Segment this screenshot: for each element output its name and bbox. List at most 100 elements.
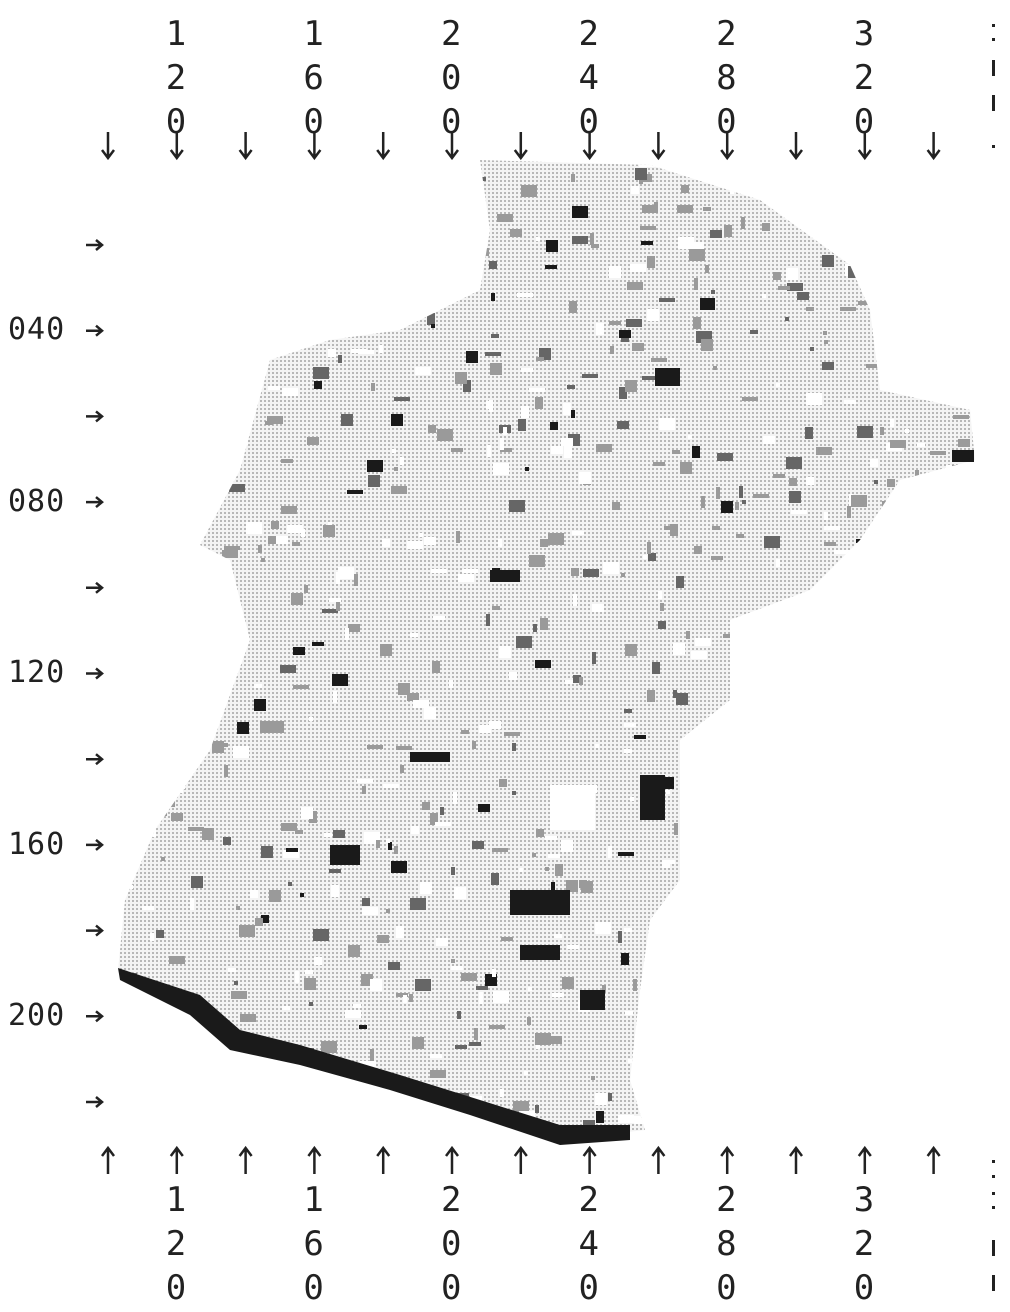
- right-arrow: [86, 926, 102, 936]
- speckle: [565, 680, 573, 684]
- speckle: [770, 1095, 778, 1107]
- speckle: [427, 313, 435, 325]
- speckle: [878, 221, 894, 233]
- speckle: [293, 685, 309, 689]
- speckle: [251, 346, 263, 358]
- speckle: [927, 811, 935, 823]
- speckle: [695, 638, 711, 646]
- speckle: [527, 1017, 531, 1025]
- speckle: [195, 434, 211, 438]
- speckle: [567, 945, 579, 949]
- speckle: [693, 1049, 701, 1057]
- speckle: [582, 374, 598, 378]
- speckle: [945, 322, 961, 326]
- speckle: [847, 506, 851, 518]
- speckle: [824, 526, 840, 530]
- speckle: [716, 942, 728, 950]
- speckle: [958, 439, 970, 447]
- block: [490, 570, 520, 582]
- speckle: [618, 931, 622, 943]
- speckle: [872, 1059, 888, 1063]
- speckle: [621, 573, 625, 577]
- speckle: [788, 619, 800, 623]
- speckle: [944, 1100, 956, 1108]
- speckle: [164, 1086, 172, 1098]
- speckle: [186, 273, 202, 281]
- speckle: [165, 171, 177, 175]
- speckle: [635, 168, 647, 180]
- speckle: [856, 539, 864, 543]
- speckle: [368, 475, 380, 487]
- speckle: [672, 450, 680, 454]
- edge-mark: [992, 1240, 995, 1256]
- speckle: [685, 1070, 701, 1082]
- speckle: [114, 261, 130, 273]
- speckle: [472, 741, 476, 749]
- top-column-label: 240: [574, 14, 604, 146]
- speckle: [428, 425, 436, 433]
- speckle: [595, 1093, 607, 1105]
- speckle: [331, 885, 339, 897]
- speckle: [826, 1065, 834, 1069]
- up-arrow: [240, 1148, 252, 1174]
- speckle: [338, 355, 342, 363]
- speckle: [873, 963, 889, 967]
- speckle: [624, 928, 632, 932]
- speckle: [461, 973, 477, 981]
- speckle: [829, 1022, 833, 1030]
- speckle: [824, 340, 828, 344]
- speckle: [826, 602, 834, 606]
- speckle: [748, 978, 752, 982]
- speckle: [697, 1062, 713, 1066]
- speckle: [705, 265, 709, 273]
- speckle: [540, 618, 548, 630]
- speckle: [841, 682, 845, 690]
- speckle: [386, 909, 390, 913]
- speckle: [683, 753, 699, 757]
- speckle: [634, 735, 646, 739]
- speckle: [725, 944, 741, 952]
- speckle: [329, 869, 341, 873]
- speckle: [161, 857, 165, 861]
- speckle: [477, 248, 489, 256]
- speckle: [881, 894, 893, 906]
- speckle: [177, 785, 185, 789]
- speckle: [561, 438, 573, 446]
- row-label: 080: [8, 487, 65, 517]
- speckle: [658, 621, 666, 629]
- speckle: [936, 818, 952, 822]
- speckle: [688, 435, 692, 439]
- right-arrow: [86, 411, 102, 421]
- speckle: [391, 861, 407, 873]
- speckle: [634, 1075, 650, 1083]
- speckle: [161, 196, 177, 200]
- speckle: [424, 537, 436, 545]
- speckle: [424, 707, 436, 719]
- speckle: [440, 807, 444, 815]
- speckle: [210, 465, 222, 469]
- speckle: [595, 922, 611, 934]
- speckle: [689, 249, 705, 261]
- speckle: [931, 375, 943, 383]
- row-label: 120: [8, 658, 65, 688]
- speckle: [851, 652, 863, 656]
- speckle: [960, 1085, 968, 1097]
- speckle: [545, 836, 557, 840]
- speckle: [680, 1069, 692, 1073]
- speckle: [338, 567, 354, 579]
- speckle: [888, 244, 892, 256]
- speckle: [658, 591, 662, 599]
- speckle: [917, 443, 925, 447]
- speckle: [723, 832, 731, 836]
- speckle: [847, 853, 851, 861]
- speckle: [175, 431, 187, 435]
- bottom-column-label: 240: [574, 1180, 604, 1312]
- down-arrow: [377, 132, 389, 158]
- speckle: [231, 991, 247, 999]
- speckle: [762, 294, 766, 298]
- speckle: [124, 1108, 140, 1116]
- speckle: [659, 298, 675, 302]
- speckle: [403, 995, 407, 1003]
- speckle: [314, 381, 322, 389]
- speckle: [924, 942, 940, 946]
